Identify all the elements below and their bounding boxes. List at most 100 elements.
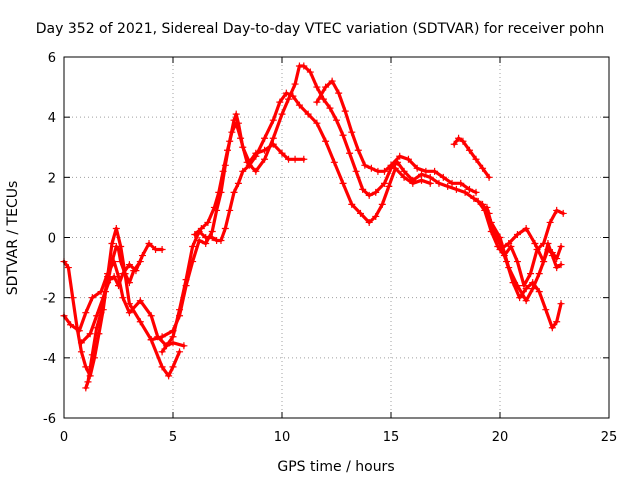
- data-point: [115, 246, 122, 254]
- data-point: [346, 149, 354, 157]
- data-point: [169, 339, 177, 347]
- data-point: [219, 167, 227, 175]
- data-point: [261, 155, 269, 163]
- data-series: [60, 62, 567, 392]
- y-tick-label: 2: [48, 171, 56, 186]
- data-point: [300, 62, 308, 70]
- data-point: [426, 173, 434, 181]
- data-point: [361, 161, 369, 169]
- data-point: [404, 155, 412, 163]
- data-point: [82, 309, 90, 317]
- data-point: [285, 95, 293, 103]
- data-point: [169, 333, 177, 341]
- data-point: [147, 312, 155, 320]
- series-track-8: [313, 77, 480, 196]
- data-point: [483, 203, 491, 211]
- data-point: [452, 185, 460, 193]
- data-point: [252, 167, 260, 175]
- y-tick-label: -4: [43, 352, 56, 367]
- data-point: [341, 107, 349, 115]
- data-point: [67, 321, 75, 329]
- x-tick-label: 5: [169, 430, 177, 445]
- data-point: [546, 218, 554, 226]
- series-track-9: [450, 134, 493, 181]
- data-point: [204, 218, 212, 226]
- data-point: [117, 258, 125, 266]
- x-tick-label: 10: [274, 430, 291, 445]
- data-point: [367, 164, 375, 172]
- data-point: [422, 167, 430, 175]
- series-line: [476, 199, 565, 288]
- data-point: [108, 240, 116, 248]
- data-point: [459, 137, 467, 145]
- data-point: [553, 318, 561, 326]
- data-point: [77, 348, 85, 356]
- data-point: [121, 270, 129, 278]
- data-point: [104, 279, 112, 287]
- data-point: [465, 185, 473, 193]
- x-tick-label: 25: [601, 430, 618, 445]
- data-point: [444, 182, 452, 190]
- data-point: [513, 258, 521, 266]
- data-point: [544, 240, 552, 248]
- series-track-13: [496, 224, 565, 272]
- data-point: [553, 264, 561, 272]
- data-point: [474, 197, 482, 205]
- data-point: [400, 167, 408, 175]
- data-point: [278, 110, 286, 118]
- data-point: [232, 119, 240, 127]
- data-point: [88, 351, 96, 359]
- data-point: [527, 270, 535, 278]
- data-point: [119, 294, 127, 302]
- data-point: [180, 342, 188, 350]
- data-point: [548, 252, 556, 260]
- chart-title: Day 352 of 2021, Sidereal Day-to-day VTE…: [36, 21, 604, 37]
- data-point: [359, 185, 367, 193]
- data-point: [158, 363, 166, 371]
- data-point: [450, 140, 458, 148]
- data-point: [448, 179, 456, 187]
- data-point: [165, 372, 173, 380]
- data-point: [304, 110, 312, 118]
- data-point: [138, 252, 146, 260]
- axis-ticks: 0 5 10 15 20 25 -6 -4 -2 0 2 4 6: [43, 51, 617, 445]
- data-point: [125, 309, 133, 317]
- data-point: [243, 158, 251, 166]
- data-point: [239, 167, 247, 175]
- data-point: [348, 128, 356, 136]
- data-point: [202, 234, 210, 241]
- data-point: [409, 176, 417, 184]
- data-point: [99, 294, 107, 302]
- data-point: [387, 161, 395, 169]
- data-point: [557, 243, 565, 251]
- data-point: [356, 209, 364, 217]
- data-point: [470, 194, 478, 202]
- data-point: [313, 83, 321, 91]
- data-point: [348, 200, 356, 208]
- data-point: [224, 146, 231, 154]
- data-point: [396, 152, 404, 160]
- data-point: [352, 167, 360, 175]
- data-point: [418, 176, 426, 184]
- data-point: [82, 384, 90, 392]
- data-point: [535, 288, 543, 296]
- data-point: [413, 164, 421, 172]
- data-point: [197, 224, 205, 232]
- data-point: [553, 206, 561, 214]
- data-point: [108, 258, 116, 266]
- data-point: [557, 261, 565, 269]
- data-point: [269, 134, 277, 142]
- data-point: [73, 324, 81, 332]
- data-point: [226, 206, 234, 214]
- data-point: [313, 119, 321, 127]
- data-point: [169, 363, 177, 371]
- x-axis-label: GPS time / hours: [277, 459, 394, 475]
- data-point: [418, 170, 426, 178]
- series-line: [315, 79, 478, 194]
- data-point: [516, 294, 524, 302]
- data-point: [221, 224, 229, 232]
- data-point: [285, 155, 293, 163]
- data-point: [465, 146, 473, 154]
- data-point: [93, 312, 101, 320]
